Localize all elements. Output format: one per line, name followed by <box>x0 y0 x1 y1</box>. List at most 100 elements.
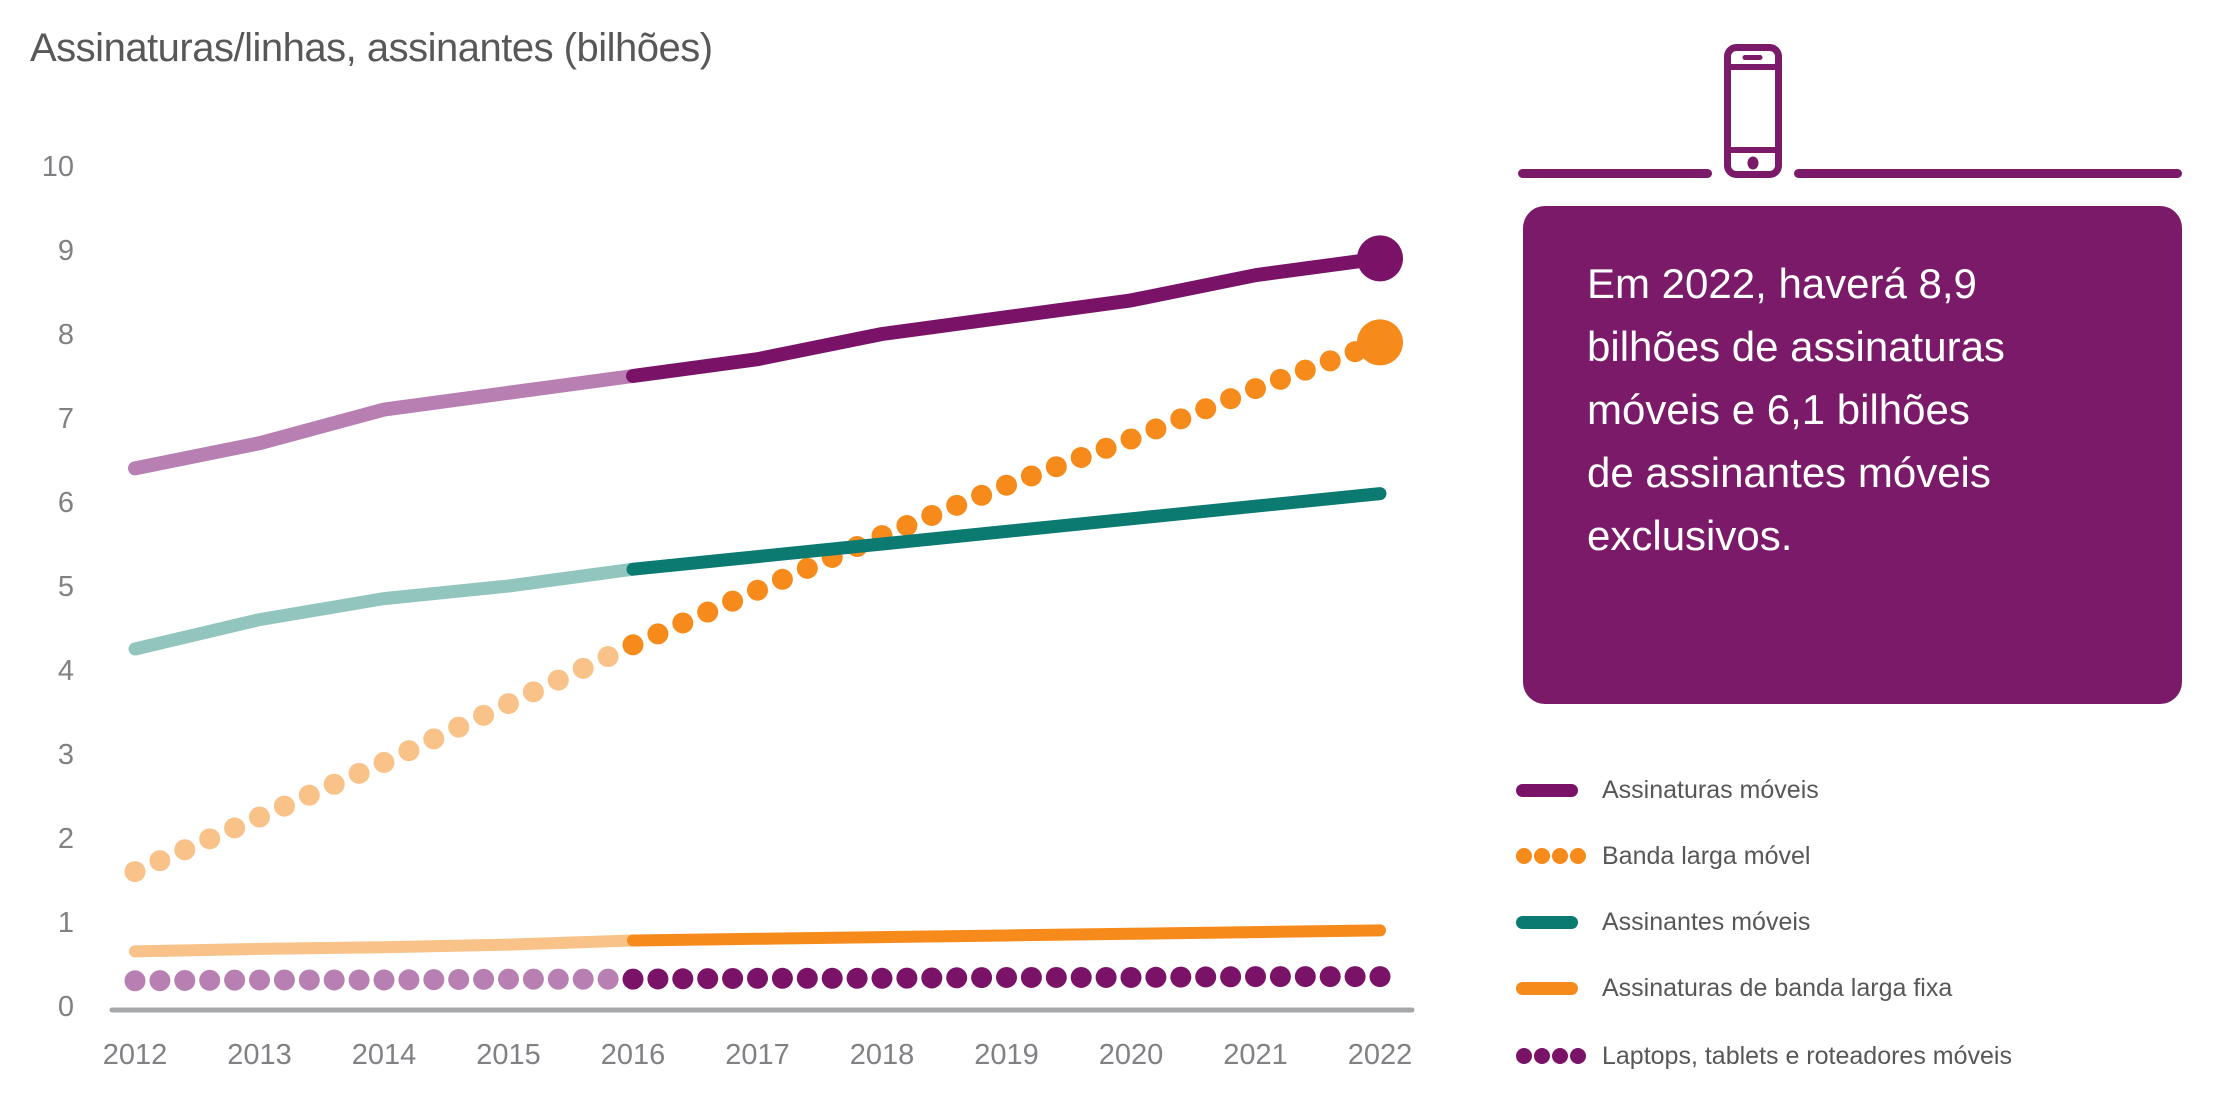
series-dot <box>199 969 221 991</box>
y-tick-label: 1 <box>58 907 74 939</box>
series-dot <box>398 740 420 762</box>
y-tick-label: 6 <box>58 487 74 519</box>
series-dot <box>572 968 594 990</box>
series-dot <box>522 681 544 703</box>
series-dot <box>1294 359 1316 381</box>
x-tick-label: 2022 <box>1348 1039 1413 1071</box>
series-dot <box>199 828 221 850</box>
series-dot <box>273 969 295 991</box>
legend-item: Laptops, tablets e roteadores móveis <box>1516 1034 2012 1078</box>
series-4 <box>124 966 1391 992</box>
y-tick-label: 5 <box>58 571 74 603</box>
series-dot <box>1195 966 1217 988</box>
legend-dot-swatch <box>1534 1048 1550 1064</box>
series-dot <box>1020 465 1042 487</box>
legend-swatch-1 <box>1516 848 1586 864</box>
series-dot <box>373 751 395 773</box>
series-dot <box>1070 966 1092 988</box>
series-dot <box>697 968 719 990</box>
series-dot <box>448 968 470 990</box>
y-tick-label: 3 <box>58 739 74 771</box>
legend-dot-swatch <box>1570 848 1586 864</box>
series-dot <box>771 967 793 989</box>
series-dot <box>821 967 843 989</box>
series-dot <box>1145 966 1167 988</box>
series-dot <box>1045 456 1067 478</box>
series-dot <box>348 969 370 991</box>
series-dot <box>298 969 320 991</box>
callout-text: Em 2022, haverá 8,9 bilhões de assinatur… <box>1587 260 2005 559</box>
series-dot <box>149 970 171 992</box>
series-dot <box>323 773 345 795</box>
legend-swatch-3 <box>1516 981 1586 995</box>
x-tick-label: 2013 <box>227 1039 292 1071</box>
series-end-marker <box>1357 235 1403 282</box>
series-dot <box>771 568 793 590</box>
x-tick-label: 2021 <box>1223 1039 1288 1071</box>
smartphone-icon <box>1724 44 1782 178</box>
series-dot <box>1170 408 1192 430</box>
series-line-forecast <box>627 924 1386 947</box>
series-dot <box>1120 966 1142 988</box>
series-dot <box>597 968 619 990</box>
series-dot <box>1220 388 1242 410</box>
series-dot <box>547 968 569 990</box>
series-line-history <box>128 562 640 656</box>
x-tick-label: 2015 <box>476 1039 541 1071</box>
series-dot <box>149 850 171 872</box>
series-dot <box>672 968 694 990</box>
series-1 <box>124 319 1403 883</box>
series-dot <box>273 795 295 817</box>
x-tick-label: 2020 <box>1099 1039 1164 1071</box>
series-dot <box>846 967 868 989</box>
legend-line-swatch <box>1516 915 1578 929</box>
series-dot <box>946 494 968 516</box>
series-dot <box>647 623 669 645</box>
series-dot <box>373 969 395 991</box>
series-dot <box>1245 966 1266 988</box>
series-dot <box>1145 418 1167 440</box>
legend-swatch-2 <box>1516 915 1586 929</box>
legend-line-swatch <box>1516 783 1578 797</box>
x-tick-label: 2017 <box>725 1039 790 1071</box>
series-dot <box>224 969 246 991</box>
series-dot <box>996 474 1017 496</box>
series-dot <box>1269 966 1291 988</box>
series-dot <box>1095 966 1117 988</box>
y-tick-label: 8 <box>58 319 74 351</box>
y-tick-label: 7 <box>58 403 74 435</box>
x-tick-label: 2019 <box>974 1039 1039 1071</box>
y-tick-label: 0 <box>58 991 74 1023</box>
series-dot <box>1170 966 1192 988</box>
series-dot <box>498 693 519 715</box>
legend-label: Assinaturas móveis <box>1602 775 1819 804</box>
series-dot <box>1195 398 1217 420</box>
series-dot <box>697 601 719 623</box>
series-dot <box>1070 446 1092 468</box>
series-dot <box>249 806 270 828</box>
series-dot <box>1319 966 1341 988</box>
legend-label: Banda larga móvel <box>1602 841 1811 870</box>
series-dot <box>996 966 1017 988</box>
legend-item: Assinaturas de banda larga fixa <box>1516 966 1952 1010</box>
series-dot <box>547 669 569 691</box>
series-dot <box>249 969 270 991</box>
series-dot <box>174 839 196 861</box>
series-dot <box>796 557 818 579</box>
series-dot <box>1344 966 1366 988</box>
series-dot <box>896 967 918 989</box>
series-dot <box>722 590 744 612</box>
series-dot <box>672 612 694 634</box>
series-dot <box>1095 437 1117 459</box>
legend-item: Assinaturas móveis <box>1516 768 1819 812</box>
legend-label: Laptops, tablets e roteadores móveis <box>1602 1041 2012 1070</box>
series-dot <box>1020 966 1042 988</box>
series-dot <box>622 968 644 990</box>
y-tick-label: 9 <box>58 235 74 267</box>
series-line-history <box>129 934 639 958</box>
x-tick-label: 2014 <box>352 1039 417 1071</box>
y-tick-label: 4 <box>58 655 74 687</box>
legend-line-swatch <box>1516 981 1578 995</box>
series-dot <box>124 861 146 883</box>
legend-label: Assinaturas de banda larga fixa <box>1602 973 1953 1002</box>
